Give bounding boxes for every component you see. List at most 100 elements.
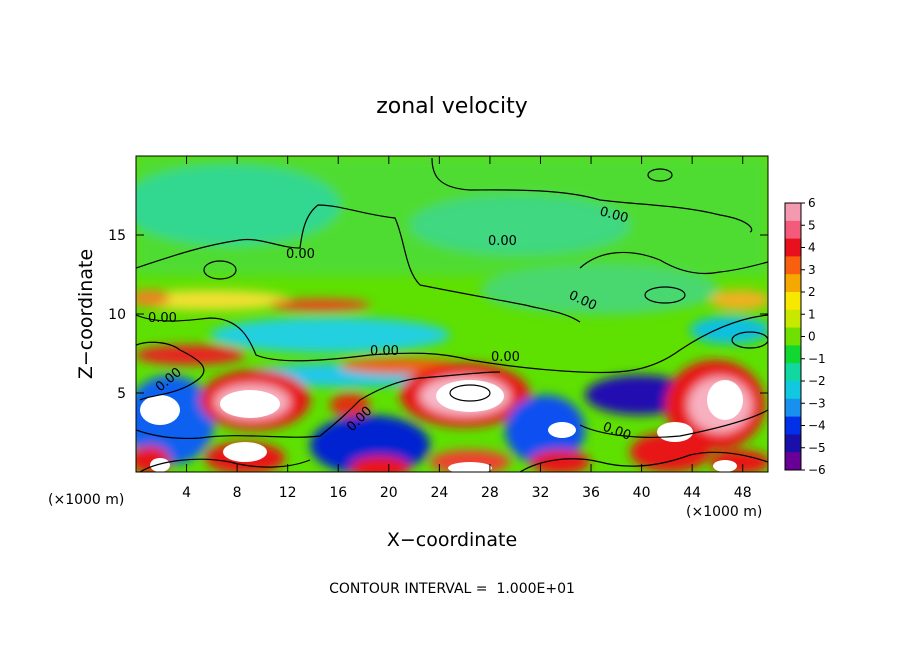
teal-patch-upper-left	[136, 165, 340, 245]
contour-loop-c	[731, 331, 768, 349]
x-tick-label: 24	[430, 485, 448, 501]
colorbar-swatch	[785, 238, 801, 257]
colorbar-swatch	[785, 203, 801, 222]
x-tick-label: 32	[532, 485, 550, 501]
colorbar: 6 5 4 3 2 1 0 −1 −2 −3 −4 −5 −6	[784, 196, 826, 477]
red-band-mid	[270, 299, 370, 311]
red-blob-mid	[330, 393, 370, 417]
contour-upper-left	[136, 204, 581, 323]
contour-label: 0.00	[491, 350, 520, 365]
x-tick-label: 4	[182, 485, 191, 501]
contour-label: 0.00	[286, 247, 315, 262]
white-core-g	[223, 442, 267, 462]
red-band-left	[136, 345, 245, 365]
contour-loop-a	[203, 260, 237, 280]
cyan-band-mid	[210, 317, 450, 353]
colorbar-swatch	[785, 452, 801, 471]
colorbar-tick-label: −1	[808, 352, 826, 366]
blue-blob-mid	[310, 415, 430, 472]
yellow-band-right	[710, 290, 768, 310]
red-lower-c	[350, 456, 410, 472]
colorbar-tick-label: −2	[808, 374, 826, 388]
colorbar-tick-label: 5	[808, 218, 816, 232]
colorbar-swatch	[785, 274, 801, 293]
colorbar-tick-label: −6	[808, 463, 826, 477]
colorbar-tick-label: 0	[808, 330, 816, 344]
saturated-cores	[140, 380, 743, 472]
x-tick-label: 36	[582, 485, 600, 501]
x-tick-label: 12	[279, 485, 297, 501]
x-tick-label: 28	[481, 485, 499, 501]
contour-mid-band	[136, 314, 768, 374]
colorbar-swatch	[785, 434, 801, 453]
colorbar-swatch	[785, 309, 801, 329]
x-tick-label: 20	[380, 485, 398, 501]
y-tick-label: 10	[108, 307, 126, 323]
white-core-a	[140, 395, 180, 425]
contour-bottom-right	[519, 451, 768, 472]
contour-lower-right	[579, 409, 768, 438]
contour-loop-e	[449, 384, 491, 402]
colorbar-tick-label: 2	[808, 285, 816, 299]
x-tick-label: 48	[734, 485, 752, 501]
x-tick-label: 16	[329, 485, 347, 501]
x-tick-label: 40	[633, 485, 651, 501]
white-core-b	[220, 390, 280, 418]
teal-patch-mid	[480, 265, 720, 315]
contour-label: 0.00	[488, 234, 517, 249]
contour-label: 0.00	[598, 204, 630, 226]
y-tick-label: 5	[117, 386, 126, 402]
colorbar-swatch	[785, 327, 801, 346]
contour-loop-d	[647, 168, 673, 182]
white-core-f	[707, 380, 743, 420]
colorbar-tick-label: 6	[808, 196, 816, 210]
contour-interval-note: CONTOUR INTERVAL = 1.000E+01	[329, 581, 575, 597]
colorbar-tick-label: 1	[808, 307, 816, 321]
yellow-band-left	[136, 290, 290, 310]
colorbar-tick-label: −5	[808, 441, 826, 455]
contour-label: 0.00	[370, 344, 399, 359]
y-axis: 5 10 15	[108, 228, 768, 402]
x-tick-label: 44	[683, 485, 701, 501]
colorbar-tick-label: 4	[808, 241, 816, 255]
y-axis-title: Z−coordinate	[75, 249, 97, 379]
contour-lower-main	[136, 371, 501, 440]
contour-lower-left	[136, 341, 205, 401]
x-axis-title: X−coordinate	[387, 529, 517, 551]
colorbar-swatch	[785, 292, 801, 311]
colorbar-tick-label: −4	[808, 419, 826, 433]
red-lower-e	[530, 450, 590, 472]
colorbar-swatch	[785, 220, 801, 240]
white-core-i	[448, 462, 492, 472]
chart-title: zonal velocity	[376, 94, 528, 119]
contour-right-inlet	[579, 251, 768, 275]
red-lower-f	[630, 432, 710, 472]
contour-label: 0.00	[148, 311, 177, 326]
colorbar-swatch	[785, 256, 801, 275]
plot-area	[136, 156, 768, 472]
white-core-h	[150, 458, 170, 472]
x-unit-label-right: (×1000 m)	[686, 504, 762, 520]
blue-band-right	[690, 316, 768, 344]
white-core-d	[548, 422, 576, 438]
colorbar-swatch	[785, 416, 801, 435]
white-core-e	[657, 422, 693, 442]
orange-band-left	[136, 290, 170, 306]
white-core-j	[713, 460, 737, 472]
colorbar-swatch	[785, 381, 801, 400]
blue-blob-lower-center	[505, 395, 585, 465]
colorbar-tick-label: −3	[808, 396, 826, 410]
y-tick-label: 15	[108, 228, 126, 244]
colorbar-swatch	[785, 398, 801, 418]
colorbar-swatch	[785, 345, 801, 364]
x-unit-label: (×1000 m)	[48, 492, 124, 508]
teal-patch-upper-right	[410, 195, 630, 255]
contour-upper-right	[431, 157, 753, 233]
colorbar-swatch	[785, 363, 801, 382]
field-blobs	[136, 156, 768, 472]
x-axis: 4 8 12 16 20 24 28 32 36 40 44 48	[182, 156, 752, 501]
colorbar-tick-label: 3	[808, 263, 816, 277]
contour-lines	[136, 157, 768, 472]
contour-loop-b	[644, 286, 686, 304]
